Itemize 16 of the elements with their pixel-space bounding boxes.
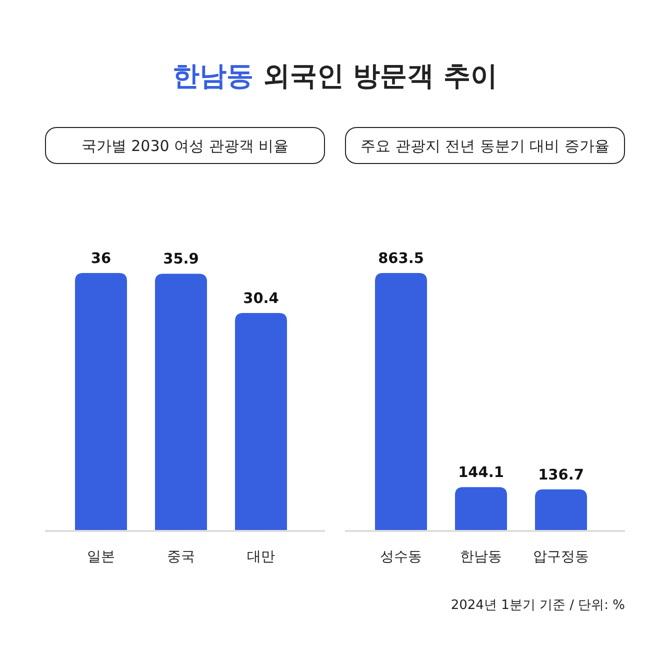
text: 2024년 1분기 기준 / 단위: %: [450, 598, 625, 613]
chart-subtitle: 국가별 2030 여성 관광객 비율: [81, 137, 289, 155]
chart-subtitle: 주요 관광지 전년 동분기 대비 증가율: [360, 137, 610, 155]
data-label: 863.5: [378, 251, 424, 267]
data-label: 36: [90, 251, 112, 267]
data-label: 35.9: [163, 252, 199, 268]
x-tick-label: 대만: [247, 549, 275, 565]
data-label: 30.4: [243, 290, 279, 307]
x-tick-label: 성수동: [380, 549, 422, 565]
x-tick-label: 압구정동: [533, 549, 589, 565]
chart-title: 한남동 외국인 방문객 추이: [172, 61, 498, 92]
x-tick-label: 일본: [87, 549, 115, 565]
x-tick-label: 중국: [167, 549, 195, 565]
data-label: 144.1: [458, 465, 504, 482]
x-tick-label: 한남동: [460, 549, 502, 565]
data-label: 136.7: [538, 467, 584, 484]
